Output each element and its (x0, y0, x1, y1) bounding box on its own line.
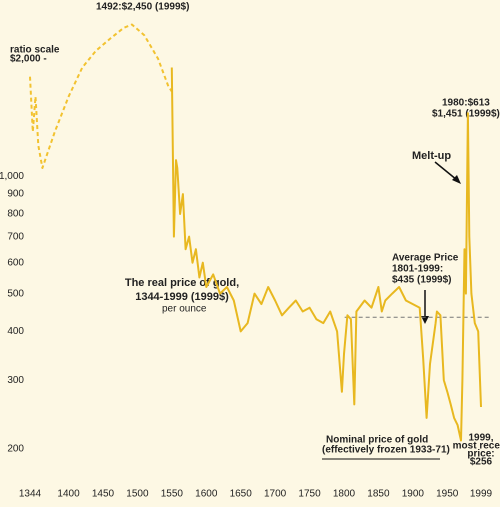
x-tick-label: 1999 (470, 489, 493, 500)
subtitle: per ounce (162, 304, 207, 315)
y-tick-label: 500 (7, 288, 24, 299)
annotation: $435 (1999$) (392, 275, 452, 286)
y-tick-label: 700 (7, 231, 24, 242)
annotation: most recent (453, 441, 500, 452)
annotation: Average Price (392, 253, 459, 264)
annotation: 1801-1999: (392, 264, 443, 275)
chart-title: 1344-1999 (1999$) (135, 291, 229, 303)
price-line (29, 23, 173, 169)
x-tick-label: 1950 (436, 489, 459, 500)
y-tick-label: $2,000 - (10, 53, 47, 64)
arrow (434, 161, 458, 181)
x-tick-label: 1650 (230, 489, 253, 500)
arrow-head (421, 316, 429, 324)
annotation: 1492:$2,450 (1999$) (96, 2, 189, 13)
annotation: $1,451 (1999$) (432, 109, 500, 120)
chart-title: The real price of gold, (125, 277, 239, 289)
y-axis-label: ratio scale (10, 45, 60, 56)
x-tick-label: 1500 (126, 489, 149, 500)
y-tick-label: 800 (7, 209, 24, 220)
x-tick-label: 1550 (161, 489, 184, 500)
annotation: Melt-up (412, 150, 451, 162)
annotation: (effectively frozen 1933-71) (322, 445, 450, 456)
y-tick-label: 400 (7, 326, 24, 337)
annotation: price: (467, 449, 494, 460)
x-tick-label: 1750 (298, 489, 321, 500)
x-tick-label: 1850 (367, 489, 390, 500)
x-tick-label: 1450 (92, 489, 115, 500)
price-line (170, 67, 482, 442)
y-tick-label: 600 (7, 257, 24, 268)
x-tick-label: 1800 (333, 489, 356, 500)
x-tick-label: 1400 (57, 489, 80, 500)
y-tick-label: 300 (7, 375, 24, 386)
y-tick-label: 200 (7, 443, 24, 454)
x-tick-label: 1600 (195, 489, 218, 500)
y-tick-label: 1,000 (0, 171, 24, 182)
annotation: 1980:$613 (442, 98, 490, 109)
arrow-head (452, 175, 461, 184)
annotation: 1999, (468, 433, 493, 444)
annotation: Nominal price of gold (326, 435, 428, 446)
x-tick-label: 1344 (19, 489, 42, 500)
annotation: $256 (470, 457, 493, 468)
x-tick-label: 1700 (264, 489, 287, 500)
y-tick-label: 900 (7, 189, 24, 200)
x-tick-label: 1900 (402, 489, 425, 500)
